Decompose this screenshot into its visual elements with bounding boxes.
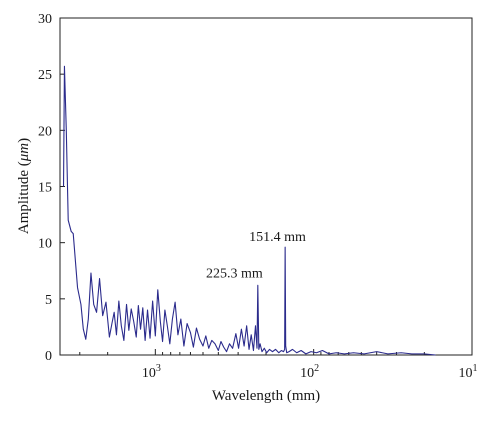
annotations: 225.3 mm 151.4 mm bbox=[206, 230, 306, 281]
y-tick-label: 25 bbox=[38, 68, 52, 83]
y-tick-label: 0 bbox=[45, 349, 52, 364]
y-axis: 0 5 10 15 20 25 30 bbox=[38, 12, 65, 364]
series-line bbox=[62, 65, 436, 356]
peak-annotation: 151.4 mm bbox=[249, 230, 306, 245]
y-tick-label: 10 bbox=[38, 237, 52, 252]
x-tick-label: 102 bbox=[300, 363, 319, 381]
x-axis-title: Wavelength (mm) bbox=[212, 388, 320, 404]
y-tick-label: 30 bbox=[38, 12, 52, 27]
y-tick-label: 20 bbox=[38, 124, 52, 139]
x-tick-label: 103 bbox=[142, 363, 161, 381]
y-axis-title: Amplitude (μm) bbox=[16, 138, 32, 234]
y-tick-label: 5 bbox=[45, 293, 52, 308]
plot-frame bbox=[59, 17, 473, 356]
y-tick-label: 15 bbox=[38, 181, 52, 196]
x-tick-label: 101 bbox=[459, 363, 478, 381]
peak-annotation: 225.3 mm bbox=[206, 266, 263, 281]
